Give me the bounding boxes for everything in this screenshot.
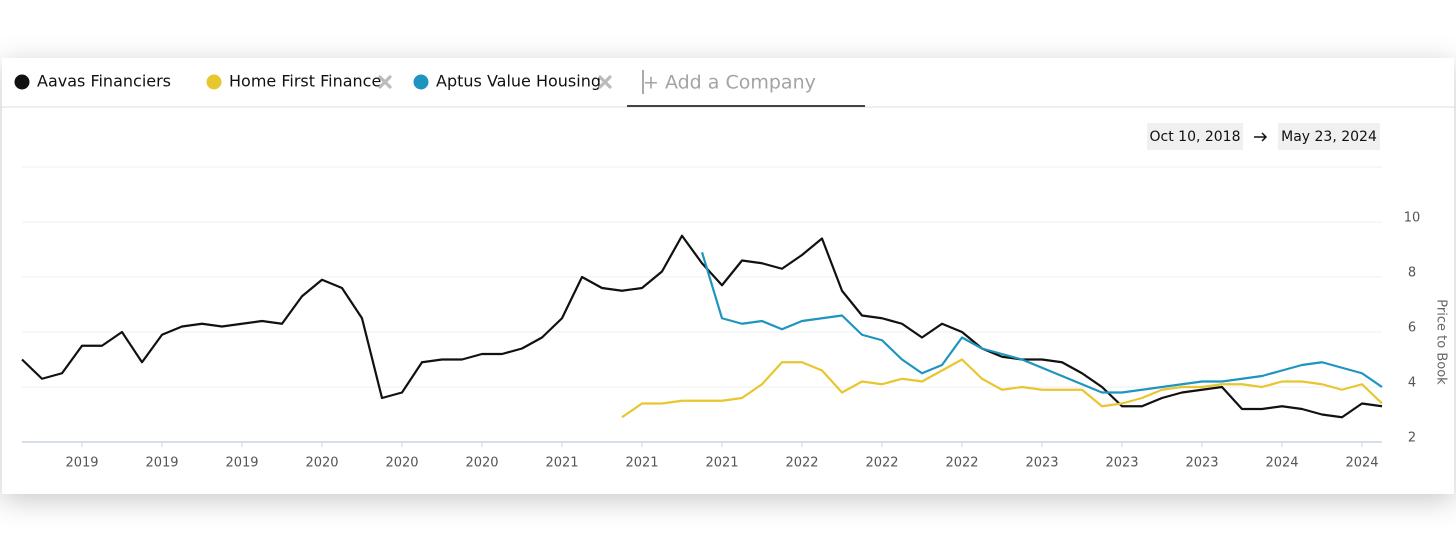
x-tick-label: 2020 [305, 456, 338, 471]
input-placeholder: + Add a Company [643, 72, 816, 94]
series-line [621, 358, 1383, 419]
y-tick-label: 6 [1408, 321, 1416, 336]
date-start: Oct 10, 2018 [1150, 129, 1241, 145]
y-tick-label: 2 [1408, 431, 1416, 446]
series-line [21, 234, 1383, 419]
date-end-box[interactable] [1278, 123, 1380, 150]
y-tick-label: 8 [1408, 266, 1416, 281]
legend-item[interactable]: Home First Finance [206, 72, 392, 91]
x-tick-label: 2019 [65, 456, 98, 471]
x-tick-label: 2023 [1025, 456, 1058, 471]
remove-button[interactable] [378, 75, 392, 89]
x-tick-label: 2021 [625, 456, 658, 471]
x-tick-label: 2024 [1345, 456, 1378, 471]
date-start-box[interactable] [1147, 123, 1243, 150]
date-range: Oct 10, 2018 May 23, 2024 [1147, 123, 1380, 150]
y-tick-label: 4 [1408, 376, 1416, 391]
legend-dot [413, 74, 429, 90]
x-tick-label: 2024 [1265, 456, 1298, 471]
x-tick-label: 2020 [465, 456, 498, 471]
x-tick-label: 2019 [225, 456, 258, 471]
range-arrow [1254, 132, 1268, 142]
x-tick-label: 2021 [545, 456, 578, 471]
y-axis-label: Price to Book [1434, 299, 1449, 385]
remove-button[interactable] [598, 75, 612, 89]
x-tick-label: 2022 [945, 456, 978, 471]
x-tick-label: 2020 [385, 456, 418, 471]
x-tick-label: 2022 [865, 456, 898, 471]
legend-label: Home First Finance [229, 72, 381, 91]
legend-label: Aavas Financiers [37, 72, 171, 91]
date-end: May 23, 2024 [1281, 129, 1377, 145]
x-tick-label: 2022 [785, 456, 818, 471]
legend-dot [14, 74, 30, 90]
legend-item[interactable]: Aavas Financiers [14, 72, 172, 91]
y-tick-label: 10 [1404, 211, 1421, 226]
x-tick-label: 2023 [1185, 456, 1218, 471]
legend-dot [206, 74, 222, 90]
legend-label: Aptus Value Housing [436, 72, 601, 91]
legend-item[interactable]: Aptus Value Housing [413, 72, 612, 91]
x-tick-label: 2019 [145, 456, 178, 471]
x-tick-label: 2021 [705, 456, 738, 471]
add-company-input[interactable]: + Add a Company [627, 70, 865, 107]
series-line [700, 251, 1383, 394]
x-tick-label: 2023 [1105, 456, 1138, 471]
